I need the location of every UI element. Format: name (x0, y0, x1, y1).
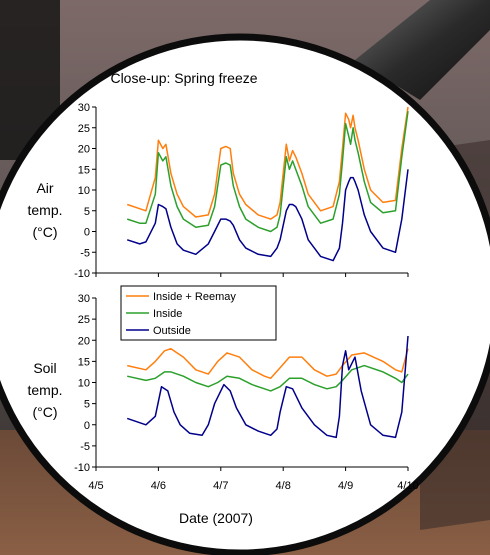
y-tick-label-0--10: -10 (74, 268, 90, 280)
y-tick-label-0-10: 10 (78, 185, 90, 197)
y-tick-label-0-20: 20 (78, 144, 90, 156)
y-tick-label-1-15: 15 (78, 356, 90, 368)
legend-label-inside-reemay: Inside + Reemay (153, 291, 236, 303)
x-axis-label: Date (2007) (179, 510, 253, 526)
y-tick-label-1-10: 10 (78, 378, 90, 390)
y-tick-label-0-30: 30 (78, 102, 90, 114)
air-ylabel-line-2: temp. (27, 202, 62, 218)
y-tick-label-0-5: 5 (84, 206, 90, 218)
x-tick-label-4-8: 4/8 (276, 480, 291, 492)
y-tick-label-1--5: -5 (80, 441, 90, 453)
legend-label-inside: Inside (153, 308, 182, 320)
legend: Inside + Reemay Inside Outside (120, 285, 277, 341)
soil-ylabel-line-3: (°C) (32, 404, 57, 420)
y-tick-label-1-5: 5 (84, 399, 90, 411)
y-tick-label-0-0: 0 (84, 227, 90, 239)
y-tick-label-0-25: 25 (78, 123, 90, 135)
air-temp-ylabel: Air temp. (°C) (27, 180, 62, 240)
air-ylabel-line-3: (°C) (32, 224, 57, 240)
soil-temp-ylabel: Soil temp. (°C) (27, 360, 62, 420)
series-line-0-inside-reemay (126, 106, 409, 220)
x-tick-label-4-5: 4/5 (88, 480, 103, 492)
soil-ylabel-line-2: temp. (27, 382, 62, 398)
chart-title: Close-up: Spring freeze (110, 70, 257, 86)
y-tick-label-0--5: -5 (80, 247, 90, 259)
x-tick-label-4-7: 4/7 (213, 480, 228, 492)
series-line-1-outside (126, 335, 409, 439)
y-tick-label-1-30: 30 (78, 293, 90, 305)
y-tick-label-1--10: -10 (74, 462, 90, 474)
x-tick-label-4-9: 4/9 (338, 480, 353, 492)
y-tick-label-1-0: 0 (84, 420, 90, 432)
series-line-0-inside (126, 111, 409, 233)
y-tick-label-0-15: 15 (78, 164, 90, 176)
y-tick-label-1-25: 25 (78, 314, 90, 326)
legend-label-outside: Outside (153, 325, 191, 337)
series-line-0-outside (126, 169, 409, 262)
air-ylabel-line-1: Air (36, 180, 53, 196)
x-tick-label-4-10: 4/10 (397, 480, 418, 492)
y-tick-label-1-20: 20 (78, 335, 90, 347)
series-line-1-inside (127, 364, 409, 392)
x-tick-label-4-6: 4/6 (151, 480, 166, 492)
soil-ylabel-line-1: Soil (33, 360, 56, 376)
magnifier-handle (355, 0, 490, 100)
series-line-1-inside-reemay (127, 347, 409, 380)
